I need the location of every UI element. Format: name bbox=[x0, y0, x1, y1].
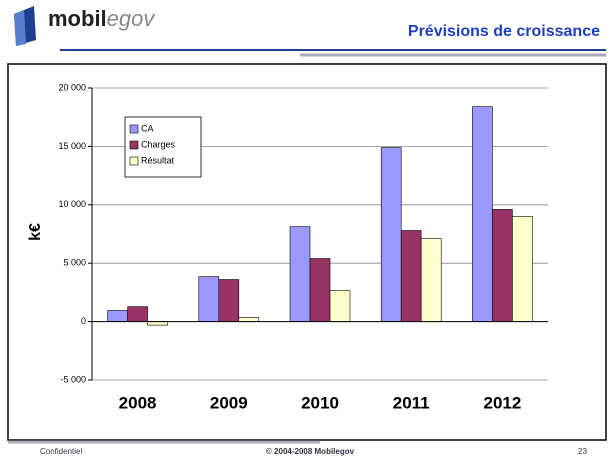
legend-swatch bbox=[129, 156, 139, 166]
y-axis-label: k€ bbox=[27, 223, 44, 241]
bar bbox=[198, 276, 220, 322]
y-tick-label: 15 000 bbox=[58, 141, 86, 151]
y-tick-label: 20 000 bbox=[58, 82, 86, 92]
bar bbox=[420, 238, 442, 322]
legend-swatch bbox=[129, 124, 139, 134]
x-tick-label: 2012 bbox=[483, 393, 521, 412]
y-tick-label: 0 bbox=[81, 316, 86, 326]
chart-frame bbox=[7, 63, 607, 441]
slide-title: Prévisions de croissance bbox=[408, 23, 600, 40]
y-tick-label: 10 000 bbox=[58, 199, 86, 209]
logo-light: egov bbox=[107, 6, 157, 31]
page-number: 23 bbox=[578, 447, 587, 456]
y-tick-label: 5 000 bbox=[63, 258, 86, 268]
footer-center: © 2004-2008 Mobilegov bbox=[266, 447, 355, 456]
footer-left: Confidentiel bbox=[40, 447, 82, 456]
x-tick-label: 2010 bbox=[301, 393, 339, 412]
y-tick-label: -5 000 bbox=[60, 374, 86, 384]
logo-icon bbox=[14, 6, 36, 46]
x-tick-label: 2011 bbox=[393, 393, 430, 412]
bar bbox=[472, 106, 493, 322]
bar bbox=[127, 306, 148, 322]
logo-bold: mobil bbox=[48, 6, 107, 31]
legend-label: Charges bbox=[141, 139, 176, 149]
legend-label: Résultat bbox=[141, 155, 175, 165]
bar bbox=[400, 230, 422, 322]
x-tick-label: 2009 bbox=[210, 393, 248, 412]
bar bbox=[492, 209, 513, 322]
bar bbox=[380, 147, 402, 322]
bar bbox=[107, 310, 128, 322]
bar bbox=[512, 216, 533, 322]
legend-label: CA bbox=[141, 123, 154, 133]
bar bbox=[289, 226, 311, 322]
bar bbox=[329, 290, 351, 322]
bar bbox=[218, 279, 240, 322]
bar bbox=[309, 258, 331, 322]
bar bbox=[238, 317, 260, 322]
bar bbox=[147, 321, 168, 326]
logo-text: mobilegov bbox=[48, 6, 156, 31]
x-tick-label: 2008 bbox=[119, 393, 157, 412]
legend-swatch bbox=[129, 140, 139, 150]
